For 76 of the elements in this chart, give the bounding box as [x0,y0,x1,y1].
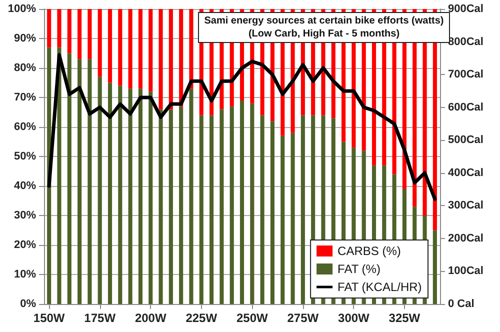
y-tick-label: 90% [14,32,36,44]
bar [240,100,244,304]
bar [199,115,204,304]
bar [250,103,254,304]
bar [158,9,163,110]
y-tick-label: 10% [14,268,36,280]
y-tick-label: 100% [8,3,36,15]
y2-tick-label: 0 Cal [448,298,474,310]
bar [88,59,92,304]
bar [118,9,122,86]
bar [168,109,173,304]
bar [432,230,437,304]
bar [138,88,142,304]
bar [189,88,194,304]
text: Sami energy sources at certain bike efforts (watts) [204,16,444,26]
text: (Low Carb, High Fat - 5 months) [248,28,400,40]
y-tick-label: 60% [14,121,36,133]
bar [47,9,52,48]
bar [57,9,62,48]
bar [189,9,194,89]
y-tick-label: 0% [20,298,36,310]
x-tick-label: 300W [338,311,370,325]
bar [280,136,285,304]
bar [118,86,122,304]
bar [179,106,184,304]
bar [108,82,112,304]
y2-tick-label: 400Cal [448,166,484,179]
x-tick-label: 250W [236,311,268,325]
bar [67,9,72,54]
line-series [47,53,437,201]
y2-tick-label: 300Cal [448,200,484,212]
bar [220,109,224,304]
x-tick-label: 175W [84,311,116,325]
x-tick-label: 200W [134,311,167,325]
bar [179,9,184,106]
bar [148,92,153,304]
y2-tick-label: 800Cal [448,36,484,48]
y-tick-label: 30% [14,210,36,222]
y2-tick-label: 200Cal [448,232,484,244]
y2-tick-label: 500Cal [448,134,484,146]
y2-tick-label: 600Cal [448,101,484,114]
bar [168,9,173,110]
bar [128,88,132,304]
y2-tick-label: 900Cal [448,3,484,15]
bar [88,9,92,60]
bar [98,76,102,304]
bar [158,109,163,304]
bar [270,121,274,304]
bar [67,53,72,304]
bar [260,115,264,304]
y-tick-label: 70% [14,92,36,104]
y-tick-label: 40% [14,180,36,192]
bar [78,59,82,304]
bar [230,106,234,304]
x-tick-label: 150W [33,311,66,325]
y-tick-label: 20% [14,239,36,251]
bar [290,132,295,304]
legend-label: FAT (%) [338,262,380,276]
y2-tick-label: 700Cal [448,68,484,81]
bar [78,9,82,60]
y-tick-label: 50% [14,150,36,162]
x-tick-label: 325W [388,311,421,325]
x-tick-label: 275W [287,311,320,325]
bar [108,9,112,83]
x-tick-label: 225W [186,311,218,325]
bar [47,47,52,304]
bar [300,115,305,304]
bar [138,9,142,89]
bar [210,115,214,304]
bar [148,9,153,92]
legend-label: CARBS (%) [338,244,401,258]
y2-tick-label: 100Cal [448,265,484,278]
bar [98,9,102,77]
bar [128,9,132,89]
legend-label: FAT (KCAL/HR) [338,280,422,294]
y-tick-label: 80% [14,62,36,74]
